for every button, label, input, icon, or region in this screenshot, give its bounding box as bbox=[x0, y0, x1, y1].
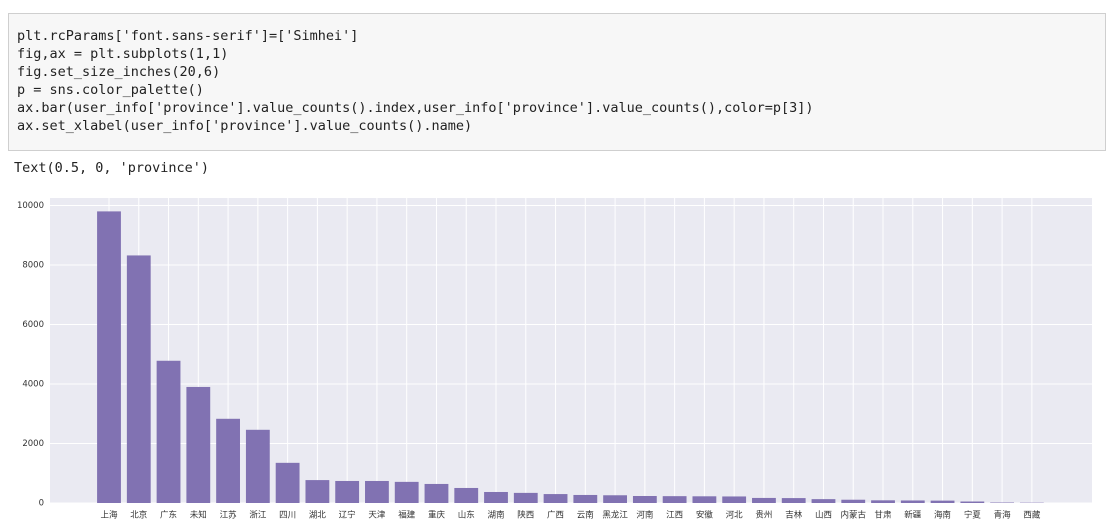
x-tick-label: 西藏 bbox=[1023, 510, 1041, 521]
x-tick-label: 山西 bbox=[815, 510, 832, 521]
x-tick-label: 河北 bbox=[726, 510, 744, 521]
x-tick-label: 重庆 bbox=[428, 510, 446, 521]
x-tick-label: 河南 bbox=[636, 510, 653, 521]
bar bbox=[960, 501, 985, 503]
x-tick-label: 吉林 bbox=[785, 510, 803, 521]
bar bbox=[930, 500, 955, 503]
x-tick-label: 青海 bbox=[994, 510, 1012, 521]
y-tick-label: 6000 bbox=[22, 320, 44, 330]
bar bbox=[454, 487, 479, 503]
y-tick-label: 0 bbox=[39, 499, 44, 509]
bar bbox=[573, 494, 598, 503]
x-tick-label: 甘肃 bbox=[875, 510, 893, 521]
y-tick-label: 8000 bbox=[22, 260, 44, 270]
bar bbox=[305, 480, 330, 503]
x-tick-label: 黑龙江 bbox=[602, 510, 628, 521]
x-tick-label: 广西 bbox=[547, 510, 564, 521]
x-tick-label: 福建 bbox=[398, 510, 416, 521]
x-tick-label: 未知 bbox=[190, 510, 207, 521]
x-tick-label: 新疆 bbox=[904, 510, 922, 521]
code-line: fig.set_size_inches(20,6) bbox=[17, 64, 221, 80]
bar bbox=[245, 429, 270, 503]
bar bbox=[275, 462, 300, 503]
bar bbox=[603, 495, 627, 503]
x-tick-label: 贵州 bbox=[755, 510, 772, 521]
bar bbox=[335, 480, 360, 503]
x-tick-label: 江苏 bbox=[220, 510, 238, 521]
output-text: Text(0.5, 0, 'province') bbox=[14, 160, 210, 176]
x-tick-label: 山东 bbox=[458, 510, 475, 521]
x-tick-label: 四川 bbox=[279, 511, 296, 521]
bar bbox=[692, 496, 717, 503]
code-line: ax.bar(user_info['province'].value_count… bbox=[17, 100, 814, 116]
x-tick-label: 湖南 bbox=[488, 510, 505, 521]
x-tick-label: 上海 bbox=[100, 510, 118, 521]
bar bbox=[811, 499, 836, 503]
x-tick-label: 广东 bbox=[160, 510, 177, 521]
x-tick-label: 江西 bbox=[666, 511, 683, 521]
y-tick-label: 10000 bbox=[17, 201, 44, 211]
bar bbox=[365, 480, 389, 503]
bar bbox=[543, 494, 568, 503]
bar bbox=[186, 386, 211, 503]
bar bbox=[97, 211, 121, 503]
bar bbox=[781, 498, 806, 503]
code-cell[interactable]: plt.rcParams['font.sans-serif']=['Simhei… bbox=[8, 13, 1106, 151]
bar bbox=[126, 255, 151, 503]
code-line: plt.rcParams['font.sans-serif']=['Simhei… bbox=[17, 28, 359, 44]
bar bbox=[722, 496, 747, 503]
x-tick-label: 内蒙古 bbox=[840, 510, 866, 521]
chart: 0 2000 4000 6000 8000 10000 上海 北京 广东 未知 江苏 浙江 四川 湖北 辽宁… bbox=[17, 198, 1092, 521]
x-tick-label: 陕西 bbox=[517, 510, 534, 521]
x-tick-label: 宁夏 bbox=[964, 510, 982, 521]
code-line: ax.set_xlabel(user_info['province'].valu… bbox=[17, 118, 473, 134]
x-tick-label: 湖北 bbox=[309, 511, 327, 521]
x-tick-label: 辽宁 bbox=[339, 510, 356, 521]
bar bbox=[394, 481, 419, 503]
y-tick-label: 2000 bbox=[22, 439, 44, 449]
bar bbox=[841, 499, 866, 503]
bar bbox=[216, 418, 240, 503]
x-tick-label: 云南 bbox=[577, 510, 594, 521]
y-tick-label: 4000 bbox=[22, 379, 44, 389]
x-tick-label: 天津 bbox=[368, 510, 386, 521]
bar bbox=[900, 500, 925, 503]
bar bbox=[484, 491, 508, 503]
x-tick-label: 安徽 bbox=[696, 510, 714, 521]
bar bbox=[662, 496, 687, 503]
x-tick-label: 浙江 bbox=[249, 510, 267, 521]
bar bbox=[513, 492, 538, 503]
code-line: p = sns.color_palette() bbox=[17, 82, 204, 98]
x-tick-label: 海南 bbox=[934, 510, 951, 521]
bar bbox=[156, 360, 181, 503]
bar bbox=[632, 496, 657, 503]
code-line: fig,ax = plt.subplots(1,1) bbox=[17, 46, 229, 62]
bar bbox=[424, 483, 449, 503]
bar bbox=[871, 500, 895, 503]
bar bbox=[752, 497, 776, 503]
x-tick-label: 北京 bbox=[130, 510, 147, 521]
